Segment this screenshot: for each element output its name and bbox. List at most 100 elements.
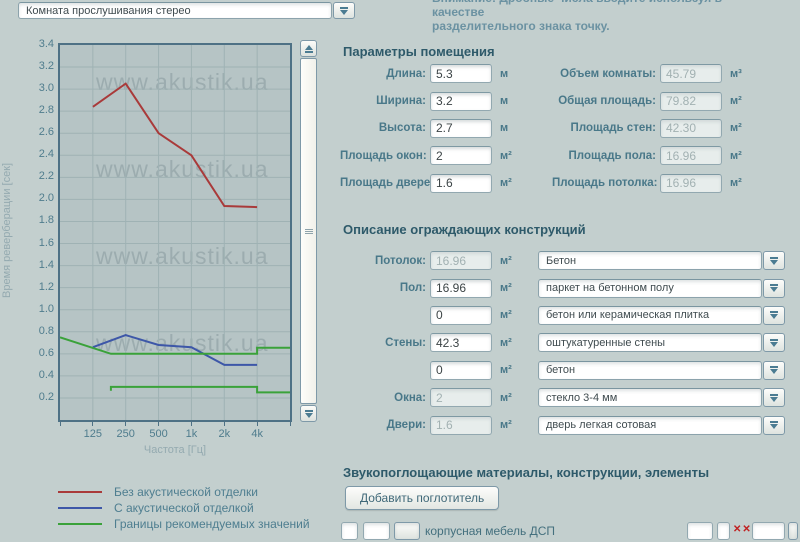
construction-label: Окна:: [394, 391, 426, 404]
y-tick-label: 3.4: [38, 38, 54, 50]
x-tick-mark: [190, 421, 192, 426]
x-axis-title: Частота [Гц]: [143, 444, 207, 456]
material-select[interactable]: стекло 3-4 мм: [538, 388, 785, 408]
material-value: бетон или керамическая плитка: [538, 305, 762, 325]
y-tick-label: 1.0: [38, 302, 54, 315]
param-label: Площадь пола:: [568, 149, 656, 162]
dropdown-arrow-icon: [770, 311, 778, 320]
x-tick-mark: [223, 421, 225, 426]
room-params-right: Объем комнаты: м³ Общая площадь: м² Площ…: [552, 60, 754, 197]
x-tick-mark: [59, 421, 61, 426]
param-input[interactable]: [430, 118, 492, 138]
construction-label: Стены:: [385, 336, 426, 349]
watermark: www.akustik.ua: [96, 243, 269, 269]
scroll-up-button[interactable]: [300, 40, 317, 57]
x-tick-label: 2k: [218, 428, 231, 440]
chevron-down-icon[interactable]: [763, 388, 785, 408]
material-select[interactable]: дверь легкая сотовая: [538, 415, 785, 435]
param-input[interactable]: [430, 91, 492, 111]
material-value: Бетон: [538, 251, 762, 271]
material-select[interactable]: Бетон: [538, 251, 785, 271]
absorber-value-input[interactable]: [752, 522, 785, 540]
constructions-rows: Потолок: м² Бетон Пол: м² паркет на бето…: [340, 247, 785, 439]
construction-row: Потолок: м² Бетон: [340, 247, 785, 274]
param-input[interactable]: [430, 64, 492, 84]
param-input: [660, 118, 722, 138]
room-type-select[interactable]: Комната прослушивания стерео: [18, 2, 355, 19]
legend-label: Границы рекомендуемых значений: [114, 517, 310, 531]
delete-icon[interactable]: ✕✕: [733, 524, 752, 535]
param-input[interactable]: [430, 173, 492, 193]
absorber-qty-input[interactable]: [363, 522, 390, 540]
chevron-down-icon[interactable]: [763, 360, 785, 380]
construction-row: Стены: м² оштукатуренные стены: [340, 329, 785, 356]
absorber-dropdown-button[interactable]: [788, 522, 798, 540]
param-unit: м²: [730, 122, 742, 135]
y-tick-label: 0.2: [38, 390, 54, 403]
legend-item: Границы рекомендуемых значений: [58, 516, 310, 532]
material-value: бетон: [538, 360, 762, 380]
notice-line2: разделительного знака точку.: [432, 19, 610, 33]
material-select[interactable]: бетон или керамическая плитка: [538, 305, 785, 325]
material-select[interactable]: бетон: [538, 360, 785, 380]
x-tick-label: 125: [83, 428, 103, 440]
construction-area-input[interactable]: [430, 333, 492, 353]
dropdown-arrow-icon: [770, 284, 778, 293]
param-unit: м³: [730, 67, 742, 80]
legend-swatch: [58, 491, 102, 493]
construction-area-input[interactable]: [430, 305, 492, 325]
param-unit: м²: [500, 149, 512, 162]
absorber-stepper[interactable]: [394, 522, 420, 540]
construction-row: Окна: м² стекло 3-4 мм: [340, 384, 785, 411]
construction-label: Пол:: [399, 282, 426, 295]
chevron-down-icon[interactable]: [763, 305, 785, 325]
y-tick-label: 1.8: [38, 214, 54, 227]
y-tick-label: 0.4: [38, 368, 54, 381]
chevron-down-icon[interactable]: [763, 415, 785, 435]
room-type-value: Комната прослушивания стерео: [18, 2, 332, 19]
param-unit: м: [500, 67, 509, 80]
param-unit: м: [500, 122, 509, 135]
construction-area-input[interactable]: [430, 278, 492, 298]
construction-unit: м²: [500, 391, 512, 404]
arrow-up-icon: [304, 44, 313, 53]
scroll-down-button[interactable]: [300, 405, 317, 422]
absorber-checkbox[interactable]: [341, 522, 358, 540]
absorber-area-input[interactable]: [687, 522, 713, 540]
decimal-point-notice: Внимание! Дробные числа вводите использу…: [432, 0, 772, 33]
dropdown-arrow-icon: [340, 6, 348, 15]
arrow-down-icon: [304, 409, 313, 418]
scrollbar-thumb[interactable]: [300, 58, 317, 404]
param-input[interactable]: [430, 146, 492, 166]
param-row: Объем комнаты: м³: [552, 60, 754, 87]
chevron-down-icon[interactable]: [763, 278, 785, 298]
y-tick-label: 1.2: [38, 280, 54, 293]
y-tick-label: 1.6: [38, 236, 54, 249]
y-tick-label: 2.0: [38, 192, 54, 205]
construction-area-input[interactable]: [430, 360, 492, 380]
grip-icon: [304, 228, 313, 235]
series-3: [109, 385, 290, 394]
chart-canvas: [60, 45, 290, 420]
param-label: Общая площадь:: [558, 95, 656, 108]
y-axis-title: Время реверберации [сек]: [1, 162, 13, 299]
add-absorber-button[interactable]: Добавить поглотитель: [345, 486, 500, 510]
material-select[interactable]: оштукатуренные стены: [538, 333, 785, 353]
legend-label: Без акустической отделки: [114, 485, 259, 499]
construction-unit: м²: [500, 254, 512, 267]
watermark: www.akustik.ua: [96, 330, 269, 356]
chart-scrollbar[interactable]: [300, 40, 317, 422]
material-select[interactable]: паркет на бетонном полу: [538, 278, 785, 298]
chevron-down-icon[interactable]: [763, 333, 785, 353]
param-label: Ширина:: [376, 95, 426, 108]
dropdown-arrow-icon: [770, 366, 778, 375]
param-unit: м²: [730, 149, 742, 162]
construction-area-input: [430, 251, 492, 271]
chevron-down-icon[interactable]: [333, 2, 355, 19]
chevron-down-icon[interactable]: [763, 251, 785, 271]
dropdown-arrow-icon: [770, 256, 778, 265]
param-row: Ширина: м: [340, 87, 524, 114]
param-row: Общая площадь: м²: [552, 87, 754, 114]
y-tick-label: 2.6: [38, 126, 54, 139]
param-label: Площадь дверей:: [340, 177, 442, 190]
